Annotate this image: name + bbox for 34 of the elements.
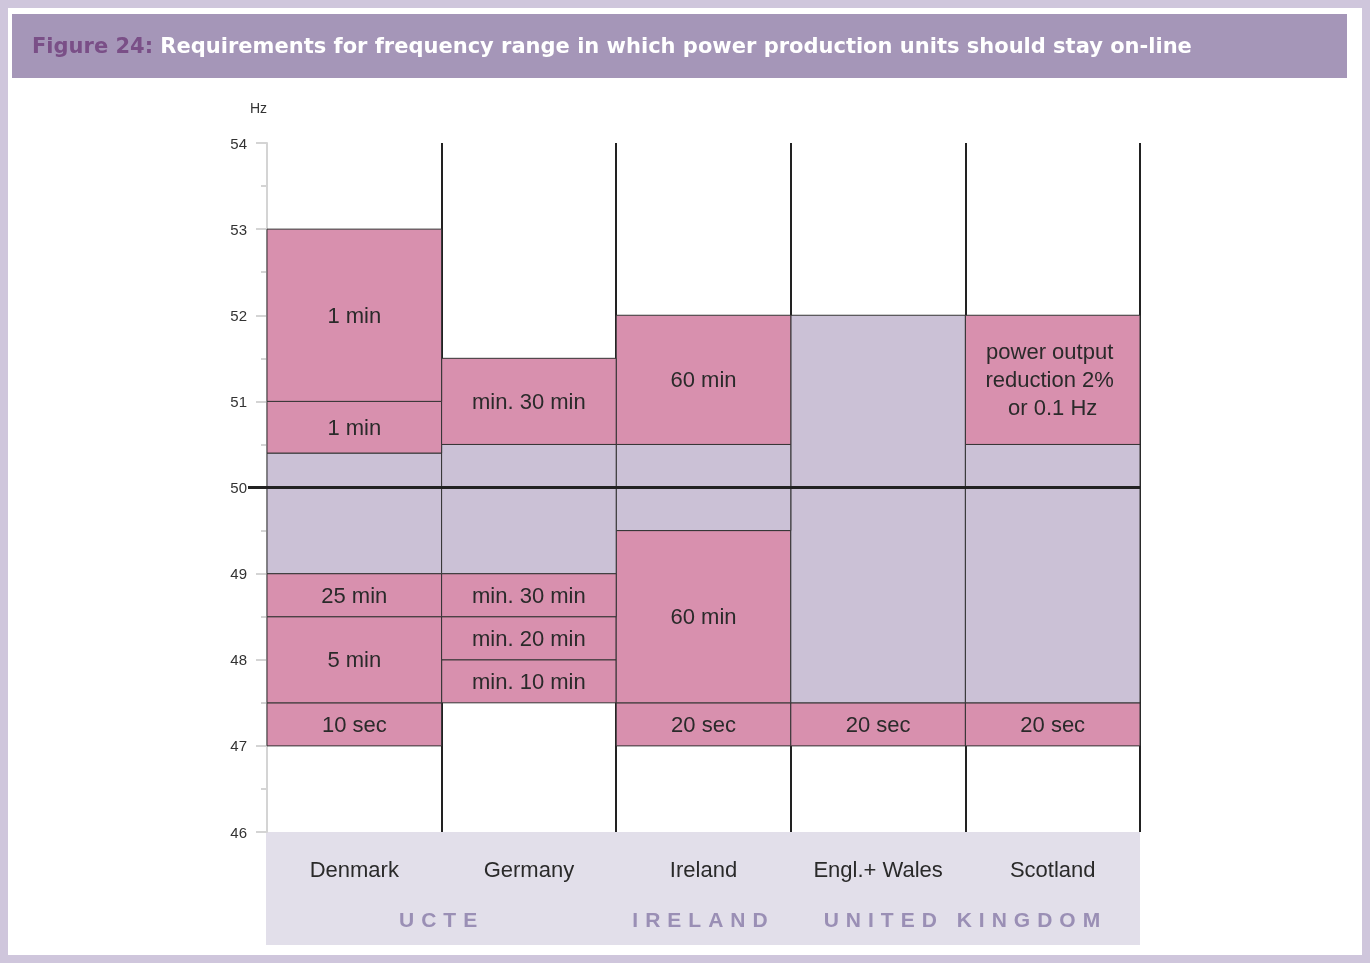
annotation: 20 sec <box>845 711 911 737</box>
x-tick-label: Denmark <box>309 856 400 882</box>
x-tick-label: Ireland <box>669 856 738 882</box>
y-tick-label: 47 <box>230 737 247 755</box>
annotation: 1 min <box>327 302 382 328</box>
annotation: 60 min <box>670 367 737 393</box>
annotation: 60 min <box>670 604 737 630</box>
chart-title: Figure 24: Requirements for frequency range in which power production units should stay on-line <box>12 14 1347 78</box>
y-tick-label: 49 <box>230 565 247 583</box>
x-tick-label: Scotland <box>1009 856 1096 882</box>
y-tick-label: 54 <box>230 134 247 152</box>
annotation: 1 min <box>327 414 382 440</box>
y-tick-label: 48 <box>230 651 247 669</box>
annotation: 20 sec <box>671 711 736 737</box>
x-tick-label: Germany <box>483 856 575 882</box>
y-axis-title: Hz <box>249 100 267 116</box>
y-tick-label: 52 <box>230 306 247 324</box>
text: IRELAND <box>631 907 776 933</box>
y-tick-label: 51 <box>230 392 247 410</box>
y-tick-label: 46 <box>230 823 247 841</box>
x-tick-label: Engl.+ Wales <box>813 856 943 882</box>
annotation: min. 10 min <box>472 668 586 694</box>
annotation: min. 30 min <box>472 388 586 414</box>
annotation: 5 min <box>327 647 382 673</box>
y-tick-label: 50 <box>230 479 247 496</box>
annotation: 25 min <box>321 582 388 608</box>
y-tick-label: 53 <box>230 220 247 238</box>
annotation: 20 sec <box>1020 711 1086 737</box>
text: UNITED KINGDOM <box>822 907 1109 933</box>
annotation: min. 30 min <box>472 582 586 608</box>
text: UCTE <box>398 907 486 933</box>
annotation: 10 sec <box>321 711 387 737</box>
annotation: min. 20 min <box>472 625 586 651</box>
annotation: power output reduction 2% or 0.1 Hz <box>985 339 1120 421</box>
